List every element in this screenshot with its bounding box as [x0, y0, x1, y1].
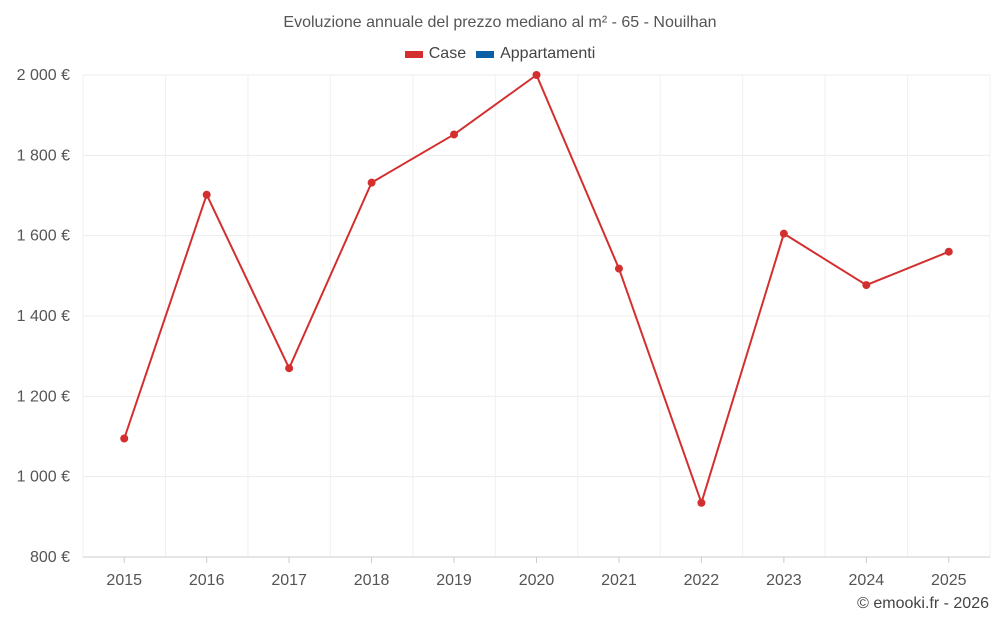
x-tick-label: 2018	[354, 572, 390, 589]
data-point[interactable]	[120, 434, 129, 443]
data-point[interactable]	[450, 130, 459, 139]
data-point[interactable]	[285, 364, 294, 373]
y-tick-label: 1 400 €	[17, 308, 70, 325]
data-point[interactable]	[944, 247, 953, 256]
legend-label-case: Case	[428, 45, 467, 62]
data-point[interactable]	[862, 281, 871, 290]
data-point[interactable]	[367, 178, 376, 187]
series-layer	[120, 71, 953, 507]
x-tick-label: 2023	[766, 572, 802, 589]
y-axis: 800 € 1 000 € 1 200 € 1 400 € 1 600 € 1 800 €…	[17, 67, 70, 566]
grid	[82, 74, 991, 558]
chart-title: Evoluzione annuale del prezzo mediano al…	[283, 14, 717, 31]
y-tick-label: 800 €	[30, 549, 70, 566]
legend-swatch-case	[404, 50, 423, 58]
data-point[interactable]	[202, 190, 211, 199]
legend-swatch-appartamenti	[476, 50, 495, 58]
x-tick-label: 2019	[436, 572, 472, 589]
x-tick-label: 2016	[189, 572, 225, 589]
x-axis: 2015 2016 2017 2018 2019 2020 2021 2022 2023 2024…	[83, 556, 990, 589]
x-tick-label: 2020	[519, 572, 555, 589]
data-point[interactable]	[614, 264, 623, 273]
legend: Case Appartamenti	[0, 45, 1000, 63]
x-tick-label: 2021	[601, 572, 637, 589]
y-tick-label: 1 600 €	[17, 228, 70, 245]
data-point[interactable]	[532, 71, 541, 79]
x-tick-label: 2024	[849, 572, 885, 589]
data-point[interactable]	[697, 498, 706, 507]
x-tick-label: 2022	[684, 572, 720, 589]
y-tick-label: 2 000 €	[17, 67, 70, 84]
credit: © emooki.fr - 2026	[857, 595, 989, 612]
y-tick-label: 1 800 €	[17, 147, 70, 164]
y-tick-label: 1 000 €	[17, 469, 70, 486]
y-tick-label: 1 200 €	[17, 388, 70, 405]
legend-label-appartamenti: Appartamenti	[500, 45, 596, 62]
data-point[interactable]	[779, 229, 788, 238]
x-tick-label: 2015	[106, 572, 142, 589]
legend-item-appartamenti[interactable]: Appartamenti	[476, 45, 595, 63]
x-tick-label: 2017	[271, 572, 307, 589]
legend-item-case[interactable]: Case	[404, 45, 467, 63]
x-tick-label: 2025	[931, 572, 967, 589]
